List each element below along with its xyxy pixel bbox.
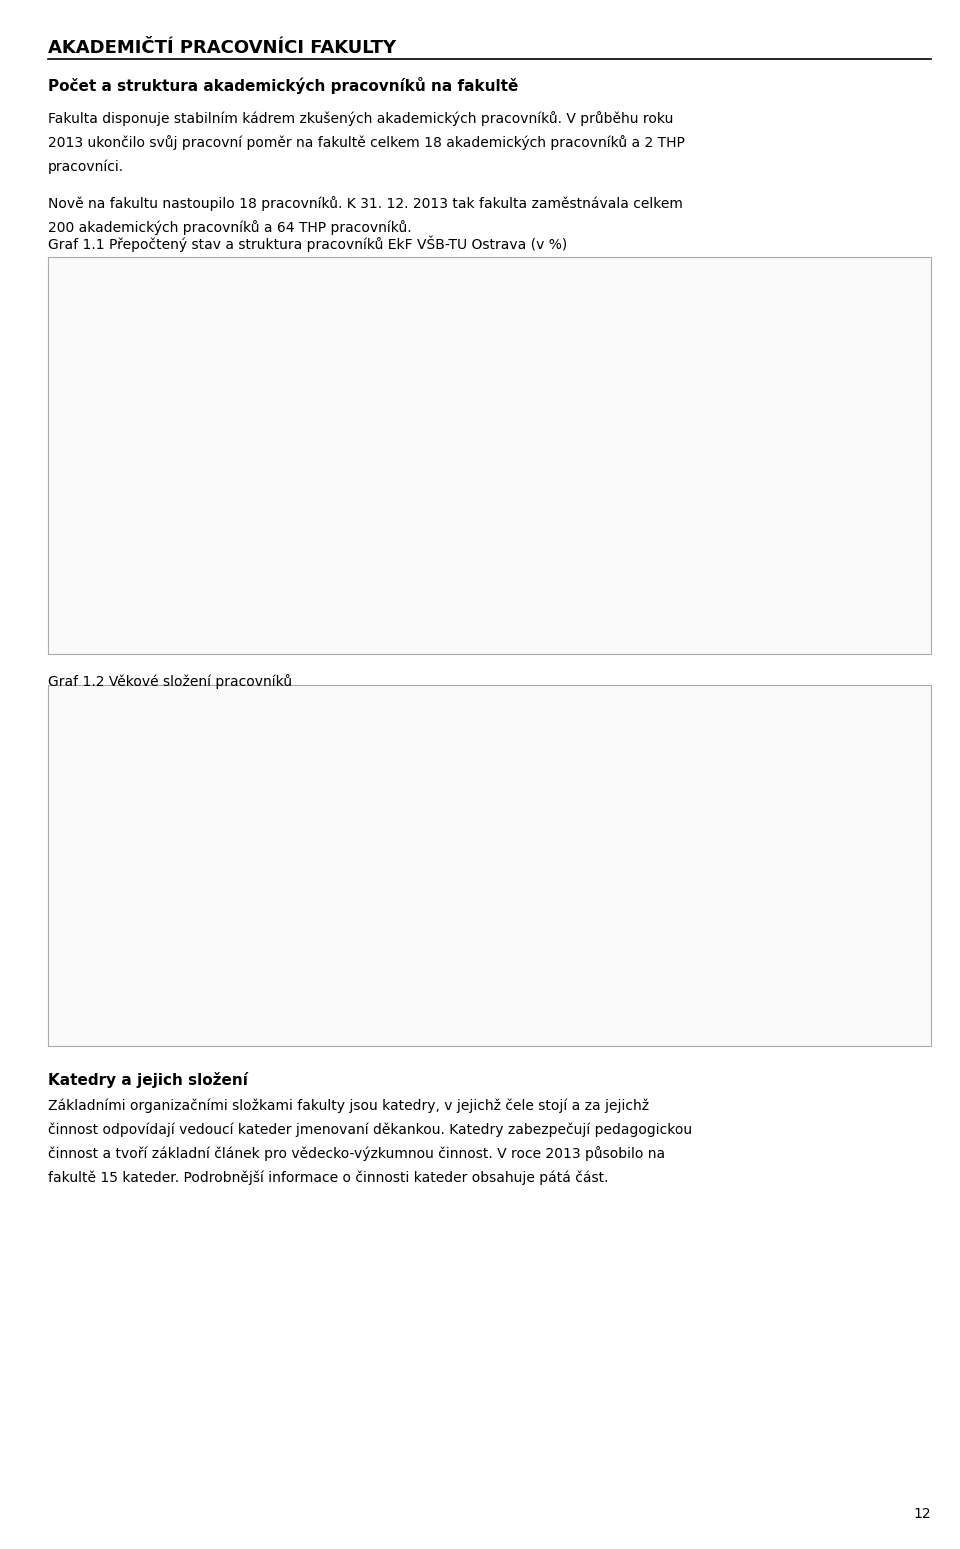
Bar <box>132 985 169 1022</box>
Bar <box>470 548 494 581</box>
Text: Odborní asistenti: Odborní asistenti <box>518 428 625 440</box>
Text: 25,1: 25,1 <box>295 383 326 395</box>
Text: THP: THP <box>518 493 543 507</box>
Bar <box>169 950 205 1022</box>
Text: 63,3: 63,3 <box>156 403 187 415</box>
Text: Graf 1.2 Věkové složení pracovníků: Graf 1.2 Věkové složení pracovníků <box>48 674 292 689</box>
Bar <box>470 417 494 449</box>
Wedge shape <box>108 384 396 601</box>
Bar <box>343 917 379 1022</box>
Text: Katedry a jejich složení: Katedry a jejich složení <box>48 1072 248 1087</box>
Text: Graf 1.1 Přepočtený stav a struktura pracovníků EkF VŠB-TU Ostrava (v %): Graf 1.1 Přepočtený stav a struktura pra… <box>48 235 567 252</box>
Text: Nově na fakultu nastoupilo 18 pracovníků. K 31. 12. 2013 tak fakulta zaměstnával: Nově na fakultu nastoupilo 18 pracovníků… <box>48 195 683 211</box>
Wedge shape <box>250 310 309 455</box>
Bar <box>237 792 274 1022</box>
Bar <box>447 908 485 1022</box>
Text: Fakulta disponuje stabilním kádrem zkušených akademických pracovníků. V průběhu : Fakulta disponuje stabilním kádrem zkuše… <box>48 112 673 127</box>
Text: činnost odpovídají vedoucí kateder jmenovaní děkankou. Katedry zabezpečují pedag: činnost odpovídají vedoucí kateder jmeno… <box>48 1123 692 1137</box>
Text: 8,5: 8,5 <box>228 359 251 372</box>
Bar <box>274 855 311 1022</box>
Bar <box>470 285 494 319</box>
Text: 12: 12 <box>914 1507 931 1521</box>
Bar <box>553 954 590 1022</box>
Bar <box>379 754 417 1022</box>
Text: Docenti: Docenti <box>518 361 566 375</box>
Text: Počet a struktura akademických pracovníků na fakultě: Počet a struktura akademických pracovník… <box>48 77 518 94</box>
Text: Vědečtí pracovníci,
Postdoci: Vědečtí pracovníci, Postdoci <box>518 551 637 579</box>
Text: fakultě 15 kateder. Podrobnější informace o činnosti kateder obsahuje pátá část.: fakultě 15 kateder. Podrobnější informac… <box>48 1171 609 1185</box>
Wedge shape <box>250 322 377 455</box>
Text: 2013 ukončilo svůj pracovní poměr na fakultě celkem 18 akademických pracovníků a: 2013 ukončilo svůj pracovní poměr na fak… <box>48 136 684 150</box>
Bar <box>470 352 494 384</box>
Text: 200 akademických pracovníků a 64 THP pracovníků.: 200 akademických pracovníků a 64 THP pra… <box>48 220 412 234</box>
Text: Profesoři: Profesoři <box>518 296 573 308</box>
Text: 132,4: 132,4 <box>264 533 303 545</box>
Bar <box>485 833 521 1022</box>
Wedge shape <box>104 313 250 494</box>
Bar <box>695 1018 732 1022</box>
Bar <box>659 970 695 1022</box>
Bar <box>590 950 627 1022</box>
Text: AKADEMIČTÍ PRACOVNÍCI FAKULTY: AKADEMIČTÍ PRACOVNÍCI FAKULTY <box>48 39 396 57</box>
Legend: Muži, Ženy: Muži, Ženy <box>832 884 896 928</box>
Text: 16,3: 16,3 <box>253 361 284 373</box>
Text: činnost a tvoří základní článek pro vědecko-výzkumnou činnost. V roce 2013 působ: činnost a tvoří základní článek pro věde… <box>48 1146 665 1162</box>
Wedge shape <box>218 310 250 455</box>
Text: Základními organizačními složkami fakulty jsou katedry, v jejichž čele stojí a z: Základními organizačními složkami fakult… <box>48 1098 649 1112</box>
Bar <box>470 483 494 516</box>
Text: pracovníci.: pracovníci. <box>48 160 124 173</box>
